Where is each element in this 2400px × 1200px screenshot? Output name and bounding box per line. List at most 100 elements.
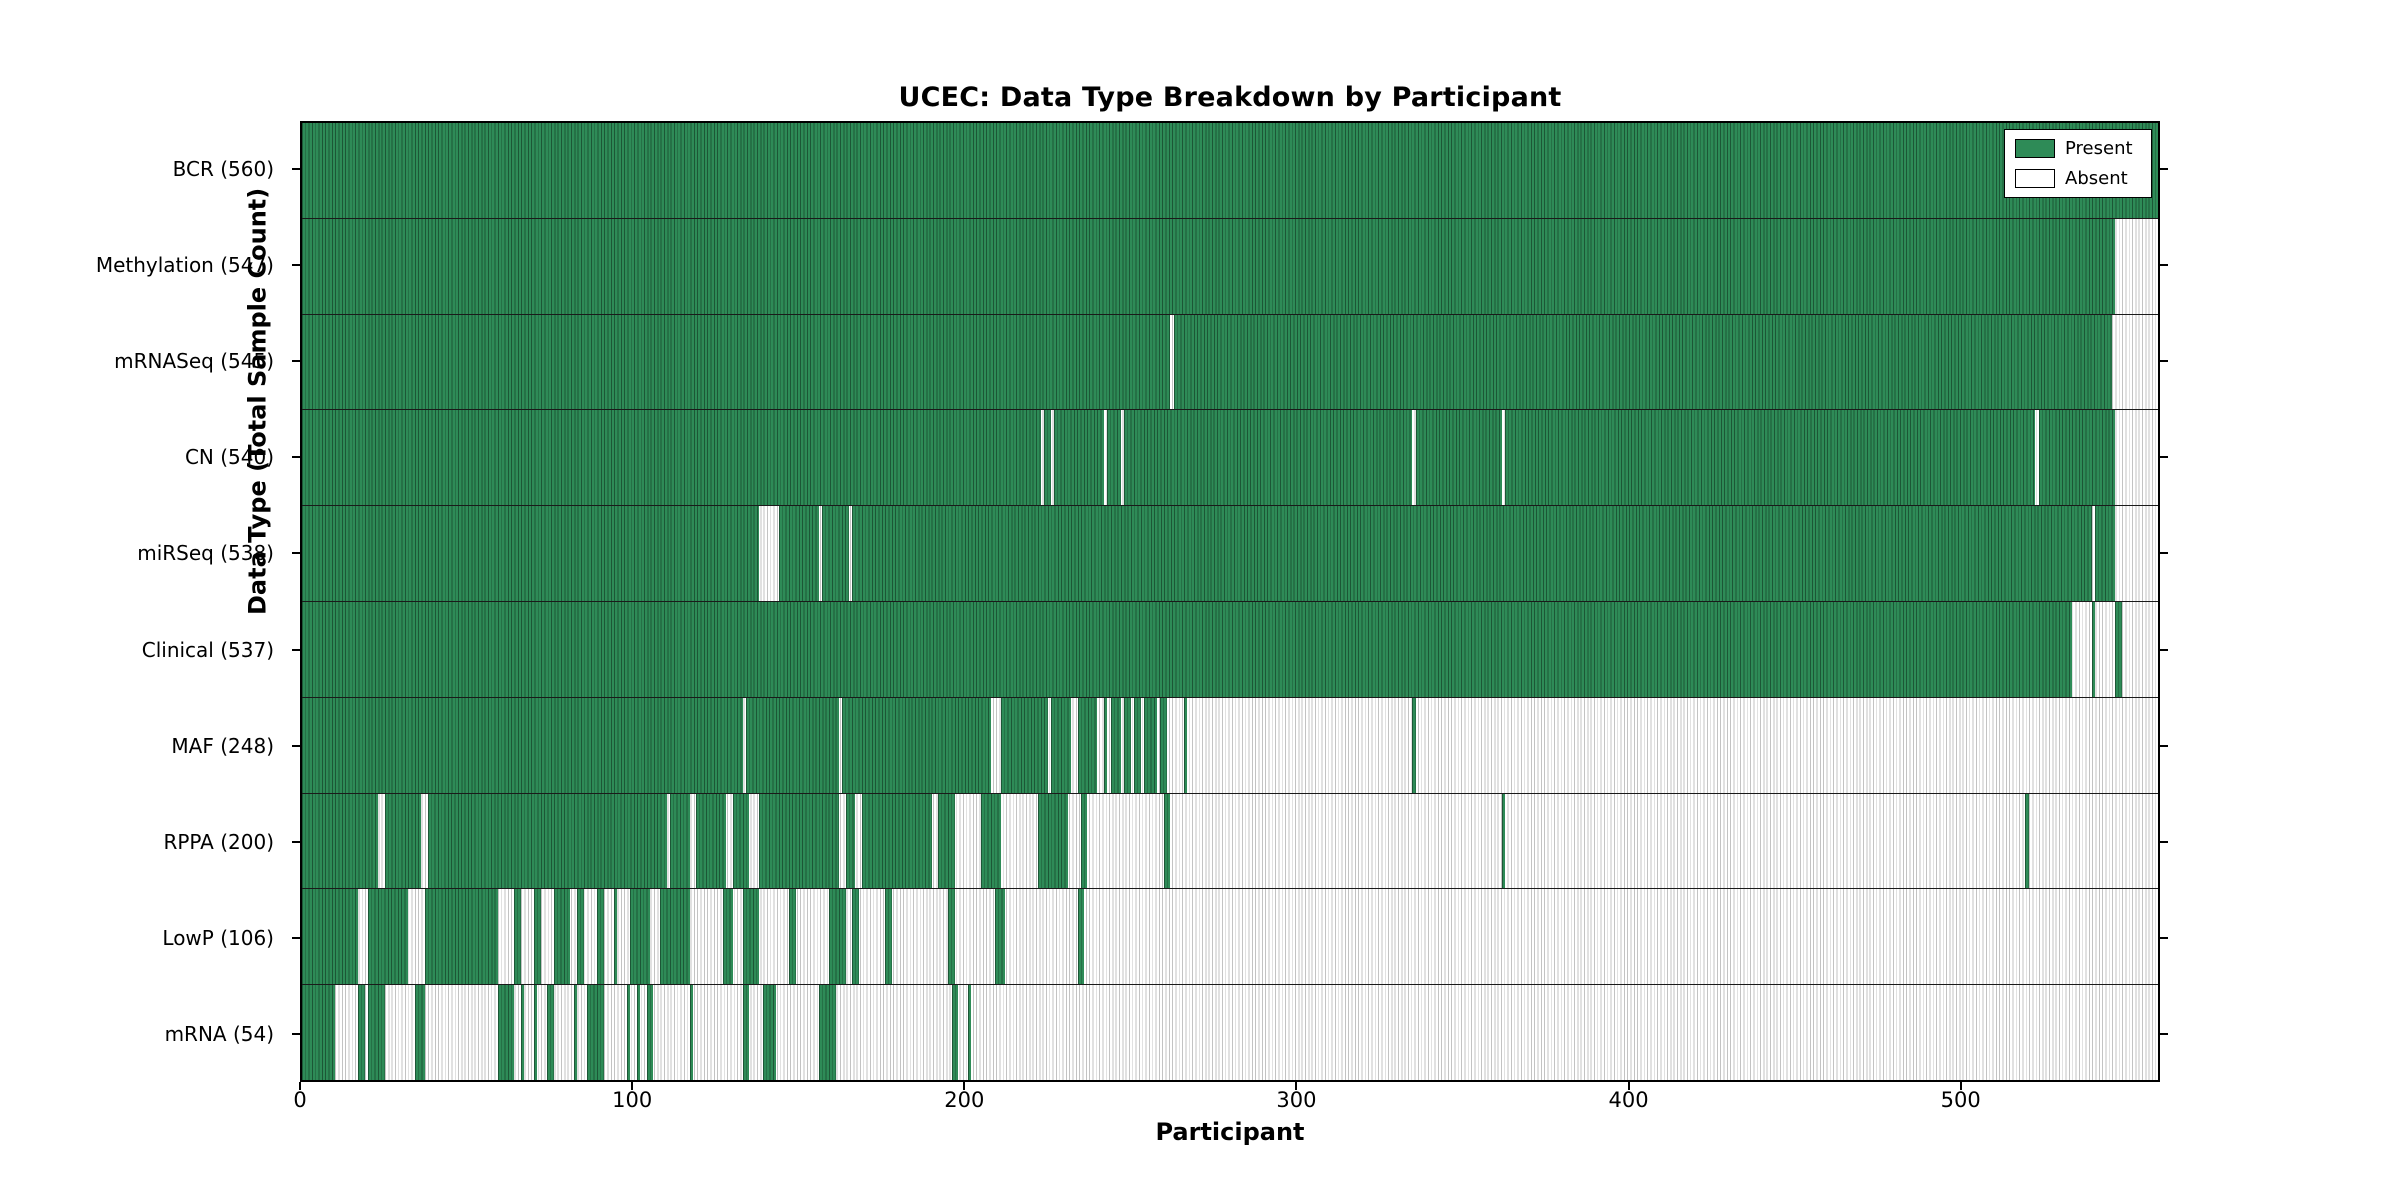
y-tick-mark (292, 168, 300, 171)
y-tick-mark (292, 1032, 300, 1035)
present-segment (630, 889, 650, 985)
present-segment (577, 889, 584, 985)
present-segment (302, 314, 1171, 410)
legend-entry-present: Present (2015, 138, 2141, 159)
y-tick-mark (292, 936, 300, 939)
present-segment (948, 889, 955, 985)
present-segment (951, 985, 959, 1080)
x-tick-mark (299, 1082, 301, 1090)
x-tick-label: 100 (612, 1088, 653, 1112)
heatmap-row-miRSeq (302, 505, 2158, 601)
present-segment (746, 697, 839, 793)
present-segment (534, 985, 538, 1080)
present-segment (302, 793, 379, 889)
present-swatch (2015, 139, 2055, 158)
present-segment (1160, 697, 1168, 793)
present-segment (852, 889, 859, 985)
present-segment (722, 889, 733, 985)
present-segment (302, 601, 2072, 697)
present-segment (1163, 793, 1171, 889)
row-label-mRNA: mRNA (54) (164, 1021, 274, 1046)
present-segment (1037, 793, 1068, 889)
y-tick-mark (292, 360, 300, 363)
y-tick-mark (292, 840, 300, 843)
present-segment (885, 889, 892, 985)
y-tick-mark (2160, 552, 2168, 555)
present-segment (302, 697, 743, 793)
present-segment (842, 697, 992, 793)
present-segment (1110, 697, 1121, 793)
present-segment (302, 410, 1042, 506)
present-segment (2025, 793, 2029, 889)
heatmap-row-BCR (302, 123, 2158, 218)
y-tick-mark (292, 552, 300, 555)
row-label-CN: CN (540) (184, 445, 274, 470)
present-segment (534, 889, 541, 985)
y-tick-mark (292, 264, 300, 267)
y-tick-mark (2160, 360, 2168, 363)
x-tick-label: 200 (944, 1088, 985, 1112)
chart-title: UCEC: Data Type Breakdown by Participant (898, 82, 1562, 113)
present-segment (302, 123, 2158, 218)
present-segment (994, 889, 1005, 985)
present-segment (384, 793, 422, 889)
present-segment (742, 889, 760, 985)
present-segment (862, 793, 932, 889)
row-label-LowP: LowP (106) (162, 925, 274, 950)
present-segment (742, 985, 750, 1080)
present-segment (1415, 410, 1502, 506)
present-segment (2095, 506, 2115, 601)
legend-absent-label: Absent (2065, 168, 2128, 189)
present-segment (1044, 410, 1052, 506)
y-tick-mark (2160, 936, 2168, 939)
x-tick-label: 0 (293, 1088, 307, 1112)
present-segment (613, 889, 617, 985)
present-segment (1173, 314, 2112, 410)
row-label-MAF: MAF (248) (171, 733, 274, 758)
present-segment (696, 793, 727, 889)
present-segment (553, 889, 571, 985)
present-segment (1412, 697, 1416, 793)
present-segment (1501, 793, 1506, 889)
x-tick-label: 300 (1276, 1088, 1317, 1112)
present-segment (427, 793, 667, 889)
present-segment (1183, 697, 1187, 793)
present-segment (302, 506, 760, 601)
present-segment (587, 985, 604, 1080)
present-segment (636, 985, 641, 1080)
present-segment (596, 889, 604, 985)
present-segment (358, 985, 365, 1080)
legend-entry-absent: Absent (2015, 168, 2141, 189)
present-segment (659, 889, 690, 985)
x-tick-mark (1627, 1082, 1630, 1090)
present-segment (981, 793, 1002, 889)
present-segment (822, 506, 849, 601)
heatmap-row-mRNA (302, 984, 2158, 1080)
row-label-Clinical: Clinical (537) (141, 637, 274, 662)
present-segment (414, 985, 425, 1080)
legend: Present Absent (2004, 129, 2152, 198)
present-segment (497, 985, 515, 1080)
plot-area (300, 121, 2160, 1082)
present-segment (573, 985, 578, 1080)
present-segment (789, 889, 796, 985)
y-tick-mark (2160, 264, 2168, 267)
present-segment (547, 985, 554, 1080)
present-segment (626, 985, 631, 1080)
present-segment (759, 793, 839, 889)
y-tick-mark (292, 456, 300, 459)
absent-swatch (2015, 169, 2055, 188)
present-segment (514, 889, 521, 985)
y-tick-mark (2160, 456, 2168, 459)
heatmap-row-LowP (302, 888, 2158, 985)
x-tick-mark (631, 1082, 634, 1090)
y-tick-mark (2160, 168, 2168, 171)
present-segment (2038, 410, 2115, 506)
row-label-BCR: BCR (560) (172, 157, 274, 182)
present-segment (2114, 601, 2122, 697)
present-segment (1123, 410, 1413, 506)
row-label-miRSeq: miRSeq (538) (137, 541, 274, 566)
present-segment (852, 506, 2092, 601)
x-tick-mark (1295, 1082, 1298, 1090)
present-segment (689, 985, 694, 1080)
